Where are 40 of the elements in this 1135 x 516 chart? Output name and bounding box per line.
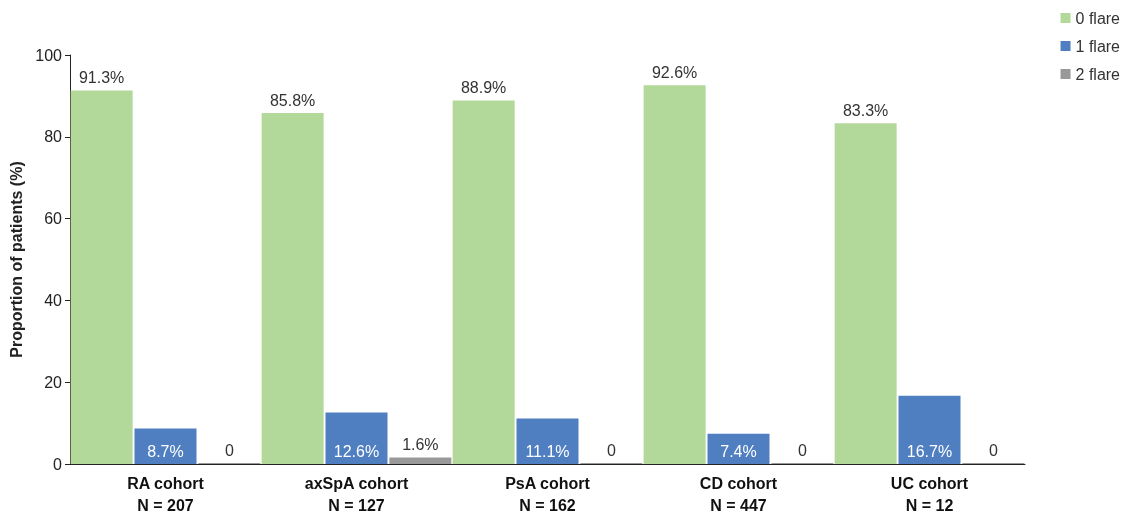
data-label: 0 — [606, 441, 616, 459]
x-tick-label: PsA cohort N = 162 — [505, 474, 591, 514]
bar — [898, 395, 961, 464]
x-tick-label: CD cohort N = 447 — [699, 474, 778, 514]
x-tick-label: axSpA cohort N = 127 — [304, 474, 409, 514]
bar — [134, 428, 197, 464]
data-label: 0 — [224, 441, 234, 459]
legend-label: 0 flare — [1075, 9, 1121, 27]
data-label: 12.6% — [333, 442, 380, 460]
y-tick-label: 40 — [44, 291, 63, 309]
y-tick-label: 60 — [44, 210, 63, 228]
x-tick-label: RA cohort N = 207 — [127, 474, 205, 514]
data-label: 88.9% — [460, 78, 507, 96]
bar — [834, 123, 897, 464]
y-tick-label: 80 — [44, 128, 63, 146]
data-label: 16.7% — [906, 442, 953, 460]
x-tick-label: UC cohort N = 12 — [890, 474, 969, 514]
bar — [261, 113, 324, 464]
data-label: 0 — [797, 441, 807, 459]
y-tick-label: 0 — [53, 455, 63, 473]
bar — [325, 412, 388, 464]
y-axis-title: Proportion of patients (%) — [7, 161, 25, 358]
bar — [516, 418, 579, 464]
data-label: 91.3% — [78, 69, 125, 87]
legend-label: 2 flare — [1075, 65, 1121, 83]
legend-label: 1 flare — [1075, 37, 1121, 55]
data-label: 1.6% — [402, 435, 439, 453]
data-label: 11.1% — [525, 442, 570, 460]
data-label: 0 — [988, 441, 998, 459]
bar — [389, 457, 452, 464]
data-label: 85.8% — [269, 91, 316, 109]
y-tick-label: 100 — [35, 46, 63, 64]
data-label: 92.6% — [651, 63, 698, 81]
bar — [643, 85, 706, 464]
data-label: 7.4% — [720, 442, 757, 460]
bar — [452, 100, 515, 464]
data-label: 8.7% — [147, 442, 184, 460]
bar — [70, 90, 133, 464]
y-tick-label: 20 — [44, 373, 63, 391]
data-label: 83.3% — [842, 101, 889, 119]
